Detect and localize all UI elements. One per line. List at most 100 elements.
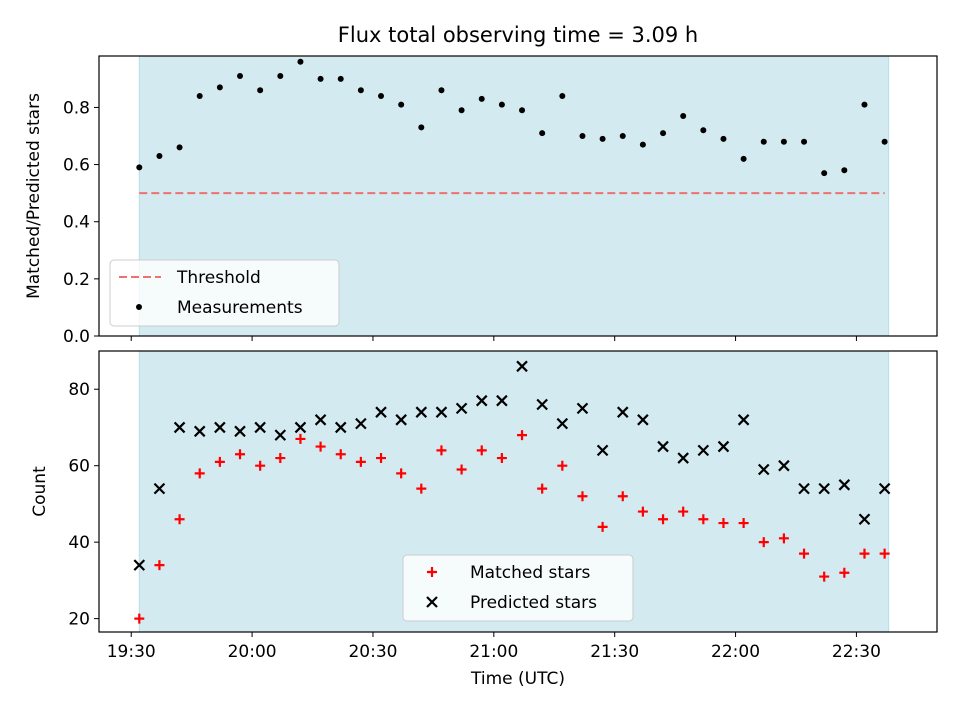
axes-frame	[98, 350, 938, 633]
measurement-point	[136, 164, 143, 171]
predicted-point	[657, 440, 669, 453]
measurement-point	[357, 87, 364, 94]
predicted-point	[153, 482, 166, 495]
legend: Matched stars Predicted stars	[402, 554, 634, 622]
measurement-point	[317, 75, 324, 82]
series-x	[133, 360, 891, 571]
legend-label: Threshold	[176, 268, 261, 288]
predicted-point	[334, 421, 347, 434]
measurement-point	[438, 87, 445, 94]
predicted-point	[878, 482, 891, 495]
predicted-point	[596, 444, 609, 457]
predicted-point	[193, 425, 206, 438]
predicted-point	[435, 406, 448, 418]
predicted-point	[214, 421, 226, 434]
legend-box	[402, 554, 634, 622]
predicted-point	[355, 417, 367, 430]
matched-point	[194, 468, 205, 479]
matched-point	[235, 449, 246, 460]
matched-point	[537, 483, 548, 494]
measurement-point	[257, 87, 264, 94]
measurement-point	[378, 93, 385, 99]
predicted-point	[798, 482, 810, 495]
matched-point	[436, 445, 447, 456]
measurement-point	[740, 155, 747, 162]
measurement-point	[196, 93, 203, 99]
legend-label: Matched stars	[470, 563, 590, 583]
matched-point	[416, 483, 427, 494]
matched-point	[174, 514, 185, 525]
x-tick-label: 20:30	[348, 642, 397, 662]
matched-point	[255, 460, 266, 471]
y-tick-label: 80	[68, 380, 90, 400]
y-tick-label: 0.2	[63, 270, 90, 290]
matched-point	[859, 548, 870, 559]
predicted-point	[637, 414, 649, 426]
predicted-point	[737, 414, 750, 426]
matched-point	[778, 533, 789, 544]
legend: Threshold Measurements	[109, 259, 340, 327]
matched-point	[335, 449, 346, 460]
matched-point	[476, 445, 487, 456]
count-panel: 20 40 60 80 Count 19:30 20:00 20:30 21:00 21:30 22…	[30, 350, 938, 689]
measurement-point	[639, 141, 646, 148]
legend-label: Predicted stars	[470, 593, 597, 613]
matched-point	[637, 506, 648, 517]
measurement-point	[841, 167, 848, 174]
x-tick-label: 22:00	[711, 642, 760, 662]
predicted-point	[496, 394, 508, 407]
measurement-point	[881, 138, 888, 145]
predicted-point	[616, 406, 629, 418]
predicted-point	[314, 414, 327, 426]
measurement-point	[760, 138, 767, 145]
y-tick-label: 0.8	[63, 98, 90, 118]
predicted-point	[234, 425, 246, 438]
measurement-point	[216, 84, 223, 91]
matched-point	[758, 537, 769, 548]
y-axis-label: Matched/Predicted stars	[24, 93, 44, 299]
measurement-point	[821, 170, 828, 177]
y-tick-label: 20	[68, 610, 90, 630]
y-tick-label: 0.4	[63, 213, 90, 233]
matched-point	[577, 491, 588, 502]
measurement-point	[680, 113, 687, 119]
legend-measurement-swatch	[136, 304, 142, 310]
predicted-point	[254, 421, 266, 434]
matched-point	[315, 441, 326, 452]
matched-point	[396, 468, 407, 479]
measurement-point	[720, 135, 727, 142]
matched-point	[819, 571, 830, 582]
matched-point	[456, 464, 467, 475]
matched-point	[496, 453, 507, 464]
predicted-point	[838, 479, 851, 491]
legend-predicted-swatch	[426, 596, 438, 608]
predicted-point	[757, 463, 770, 476]
legend-label: Measurements	[177, 298, 303, 318]
predicted-point	[778, 459, 790, 472]
measurement-point	[478, 95, 485, 102]
measurement-point	[801, 138, 808, 145]
matched-point	[134, 613, 145, 624]
legend-matched-swatch	[427, 567, 437, 577]
predicted-point	[818, 482, 830, 495]
measurement-point	[519, 107, 526, 114]
matched-point	[738, 518, 749, 529]
matched-point	[617, 491, 628, 502]
predicted-point	[677, 452, 689, 464]
matched-point	[557, 460, 568, 471]
predicted-point	[697, 444, 710, 457]
predicted-point	[556, 417, 569, 430]
axes-frame	[98, 55, 938, 337]
measurement-point	[277, 73, 284, 79]
measurement-point	[539, 130, 546, 137]
matched-point	[517, 430, 528, 441]
predicted-point	[536, 398, 548, 411]
y-tick-label: 0.0	[63, 327, 90, 347]
measurement-point	[337, 75, 344, 82]
x-tick-label: 22:30	[832, 642, 881, 662]
measurement-point	[498, 101, 505, 108]
predicted-point	[858, 513, 871, 525]
matched-point	[597, 521, 608, 532]
measurement-point	[861, 101, 868, 108]
predicted-point	[173, 421, 186, 434]
